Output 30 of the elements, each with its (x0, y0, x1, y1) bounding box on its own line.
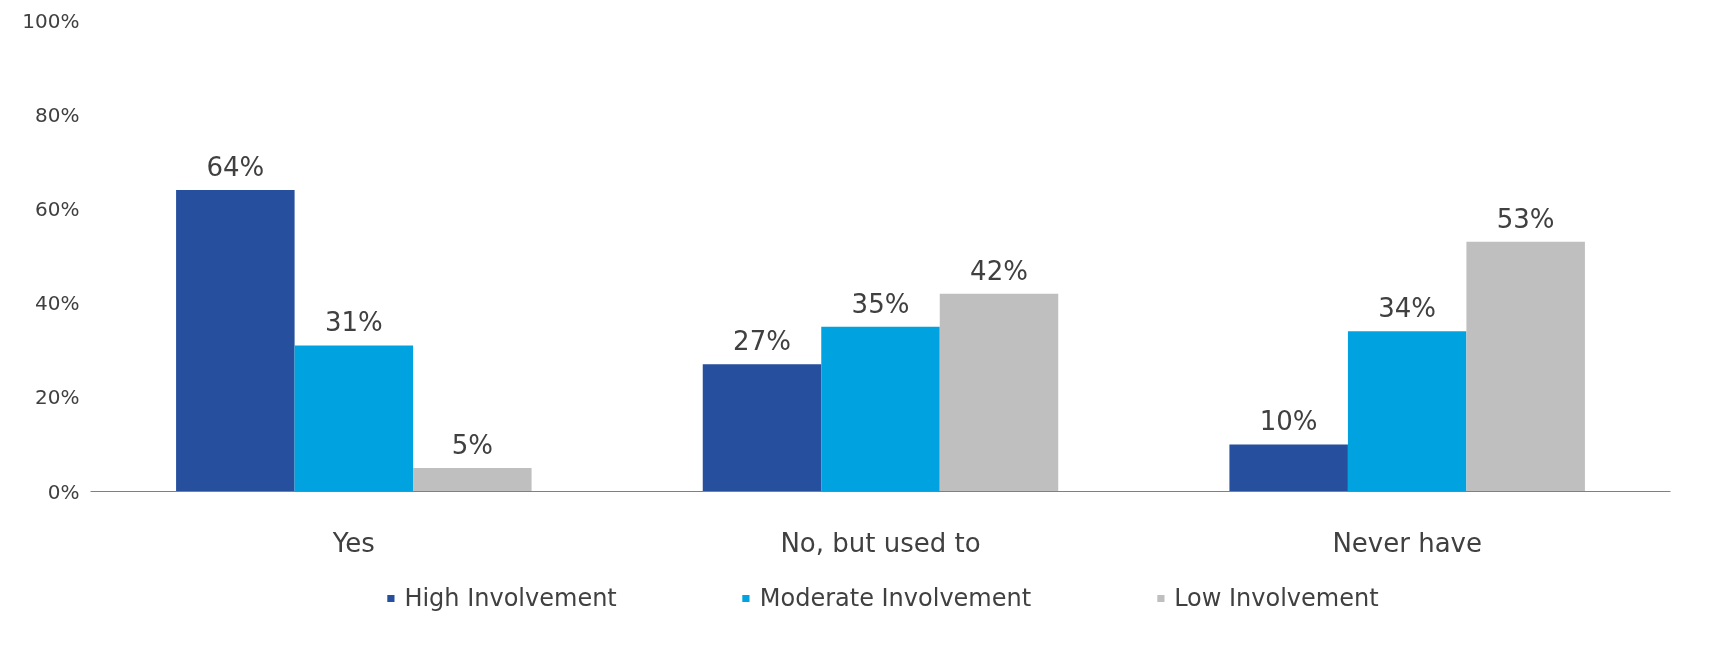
y-tick-label: 40% (35, 291, 80, 316)
bar (176, 190, 295, 492)
y-tick-label: 100% (22, 8, 80, 33)
data-label: 27% (733, 326, 791, 357)
x-tick-label: Yes (331, 527, 375, 558)
legend-label: Low Involvement (1174, 583, 1379, 612)
data-label: 53% (1496, 203, 1555, 234)
bar (1347, 331, 1467, 492)
data-label: 10% (1259, 406, 1318, 437)
y-tick-label: 20% (35, 385, 80, 410)
data-label: 5% (451, 429, 493, 460)
data-label: 35% (851, 288, 910, 319)
x-tick-label: Never have (1332, 527, 1482, 558)
x-tick-label: No, but used to (780, 527, 981, 558)
y-tick-label: 80% (35, 102, 80, 127)
bar (939, 293, 1059, 492)
bar (702, 364, 822, 492)
bar (1229, 444, 1348, 492)
data-label: 42% (970, 255, 1028, 286)
legend-label: Moderate Involvement (759, 583, 1032, 612)
y-tick-label: 60% (35, 196, 80, 221)
bar (413, 467, 532, 492)
y-tick-label: 0% (47, 479, 80, 504)
data-label: 31% (324, 307, 383, 338)
data-label: 64% (206, 152, 265, 183)
bar (294, 345, 414, 492)
data-label: 34% (1378, 293, 1437, 324)
bar (821, 326, 940, 492)
legend-label: High Involvement (404, 583, 617, 612)
bar (1466, 241, 1585, 492)
